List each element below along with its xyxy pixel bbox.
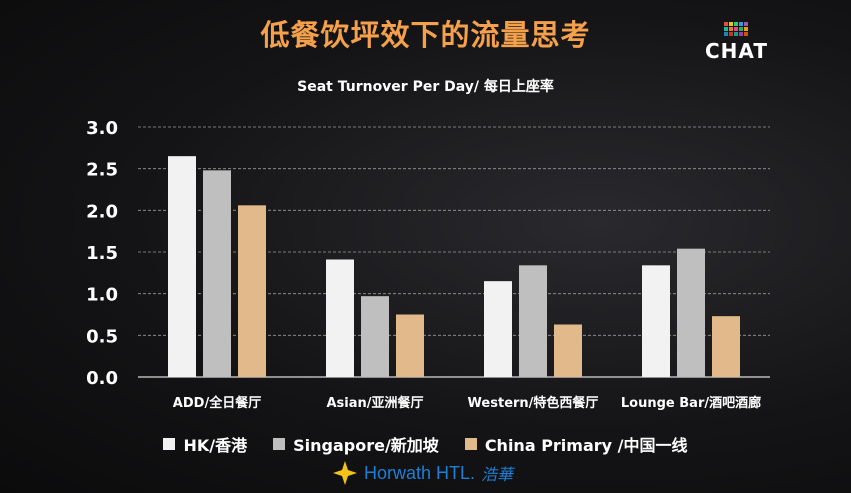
y-tick-label: 1.5 [86, 243, 118, 264]
footer-logo: Horwath HTL. 浩華 [332, 460, 513, 486]
footer-logo-name: Horwath HTL. [364, 462, 476, 483]
legend-label-china: China Primary /中国一线 [484, 436, 688, 455]
legend-label-singapore: Singapore/新加坡 [293, 436, 439, 455]
bar [554, 324, 582, 377]
y-tick-label: 2.5 [86, 160, 118, 181]
bar [484, 281, 512, 377]
bar [168, 156, 196, 377]
brand-mosaic-icon [705, 22, 767, 36]
brand-text: CHAT [705, 39, 768, 63]
bar [361, 296, 389, 377]
legend-swatch-hk [163, 438, 176, 450]
bar [519, 265, 547, 377]
bar [238, 205, 266, 377]
legend-label-hk: HK/香港 [183, 436, 248, 455]
x-tick-label: Western/特色西餐厅 [468, 395, 599, 411]
bar [642, 265, 670, 377]
brand-logo: CHAT [705, 22, 767, 63]
y-tick-label: 2.0 [86, 201, 118, 222]
legend-item-singapore: Singapore/新加坡 [273, 432, 439, 456]
x-tick-label: Asian/亚洲餐厅 [326, 395, 423, 411]
bar [326, 259, 354, 377]
y-tick-label: 0.0 [86, 368, 118, 389]
y-tick-label: 1.0 [86, 285, 118, 306]
horwath-star-icon [333, 461, 357, 485]
chart-title: Seat Turnover Per Day/ 每日上座率 [297, 79, 554, 95]
legend-swatch-china [464, 438, 477, 450]
legend-item-china: China Primary /中国一线 [464, 432, 688, 456]
footer-logo-cn: 浩華 [481, 465, 514, 484]
legend-swatch-singapore [273, 438, 286, 450]
bar [396, 314, 424, 377]
slide-title: 低餐饮坪效下的流量思考 [260, 18, 591, 52]
x-tick-label: ADD/全日餐厅 [173, 395, 261, 411]
bar [677, 248, 705, 377]
y-tick-label: 3.0 [86, 118, 118, 139]
bar [712, 316, 740, 377]
bar [203, 170, 231, 377]
chart-legend: HK/香港 Singapore/新加坡 China Primary /中国一线 [0, 432, 851, 456]
y-tick-label: 0.5 [86, 326, 118, 347]
legend-item-hk: HK/香港 [163, 432, 247, 456]
x-tick-label: Lounge Bar/酒吧酒廊 [621, 395, 761, 411]
